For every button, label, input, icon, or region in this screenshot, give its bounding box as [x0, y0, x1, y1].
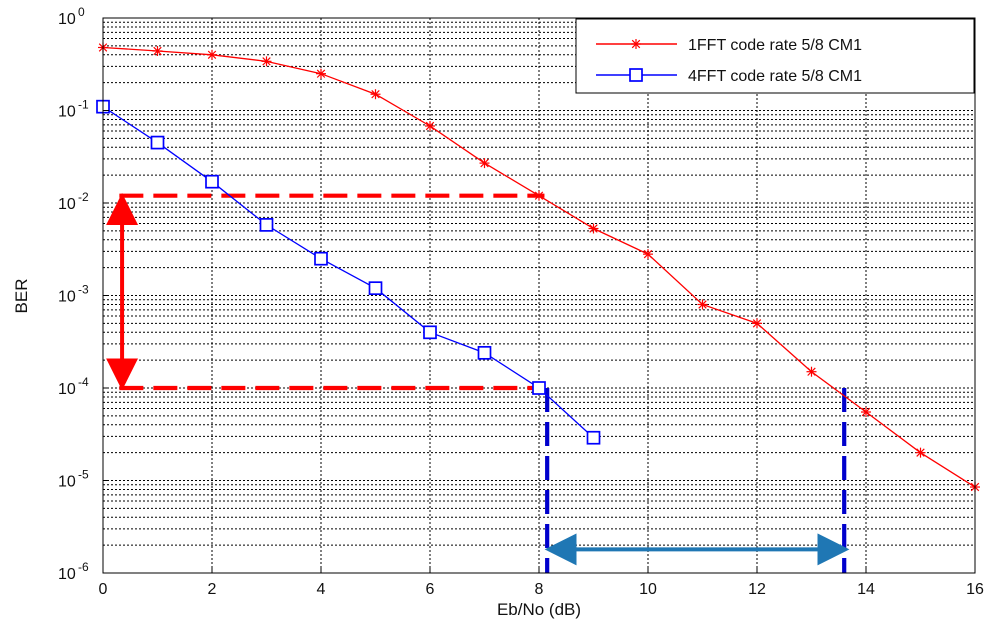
y-tick-base: 10: [58, 11, 76, 28]
x-tick-label: 10: [639, 581, 657, 598]
series-1-point: [479, 158, 490, 169]
series-2-point: [205, 174, 219, 189]
series-2-point: [368, 281, 383, 296]
series-2: [96, 99, 601, 445]
y-tick-exponent: -3: [78, 283, 89, 297]
y-tick-base: 10: [58, 566, 76, 583]
y-tick-exponent: -4: [78, 375, 89, 389]
series-1-point: [915, 447, 926, 458]
series-2-point: [259, 218, 274, 232]
y-tick-exponent: -1: [78, 98, 89, 112]
series-2-point: [423, 325, 437, 340]
x-tick-label: 16: [966, 581, 984, 598]
x-axis-label: Eb/No (dB): [497, 600, 581, 619]
legend: 1FFT code rate 5/8 CM1 4FFT code rate 5/…: [575, 18, 975, 94]
y-tick-label: 10 -6: [58, 560, 89, 583]
x-tick-label: 0: [99, 581, 108, 598]
series-1-point: [588, 223, 599, 234]
series-1-point: [643, 249, 653, 260]
x-tick-label: 8: [535, 581, 544, 598]
y-tick-label: 10 0: [58, 5, 85, 28]
x-tick-label: 14: [857, 581, 875, 598]
y-tick-label: 10 -4: [58, 375, 89, 398]
legend-label-2: 4FFT code rate 5/8 CM1: [688, 68, 862, 85]
series-2-point: [150, 135, 165, 150]
y-tick-exponent: -2: [78, 190, 89, 204]
y-tick-base: 10: [58, 289, 76, 306]
y-tick-exponent: -6: [78, 560, 89, 574]
series-1-point: [207, 49, 217, 60]
series-layer: [96, 42, 980, 493]
series-1: [98, 42, 980, 493]
grid: [103, 18, 975, 573]
legend-label-1: 1FFT code rate 5/8 CM1: [688, 37, 862, 54]
series-1-point: [261, 56, 272, 67]
y-tick-base: 10: [58, 104, 76, 121]
series-1-point: [806, 366, 817, 377]
legend-marker-2: [629, 68, 643, 82]
y-axis-label: BER: [12, 279, 31, 314]
y-tick-label: 10 -1: [58, 98, 89, 121]
series-2-point: [586, 430, 601, 445]
annotations: [106, 193, 850, 573]
x-tick-label: 4: [317, 581, 326, 598]
x-tick-label: 12: [748, 581, 766, 598]
series-1-point: [752, 318, 762, 329]
series-2-point: [314, 251, 328, 266]
series-1-point: [152, 45, 163, 56]
series-2-line: [102, 106, 594, 439]
legend-marker-1-symbol: [631, 39, 641, 49]
series-2-point: [532, 381, 546, 395]
series-2-point: [477, 345, 492, 360]
series-1-point: [316, 68, 326, 79]
series-1-point: [425, 120, 435, 131]
y-tick-label: 10 -2: [58, 190, 89, 213]
y-tick-label: 10 -5: [58, 468, 89, 491]
y-tick-base: 10: [58, 474, 76, 491]
y-tick-exponent: -5: [78, 468, 89, 482]
series-1-point: [697, 299, 708, 310]
series-1-point: [370, 89, 381, 100]
series-1-point: [861, 407, 871, 418]
y-tick-label: 10 -3: [58, 283, 89, 306]
x-ticks: 0 2 4 6 8 10 12 14 16: [99, 567, 984, 598]
y-tick-exponent: 0: [78, 5, 85, 19]
legend-marker-2-symbol: [629, 68, 643, 82]
legend-marker-1: [631, 39, 641, 49]
x-tick-label: 6: [426, 581, 435, 598]
x-tick-label: 2: [208, 581, 217, 598]
y-tick-base: 10: [58, 196, 76, 213]
series-1-point: [534, 190, 544, 201]
y-tick-base: 10: [58, 381, 76, 398]
